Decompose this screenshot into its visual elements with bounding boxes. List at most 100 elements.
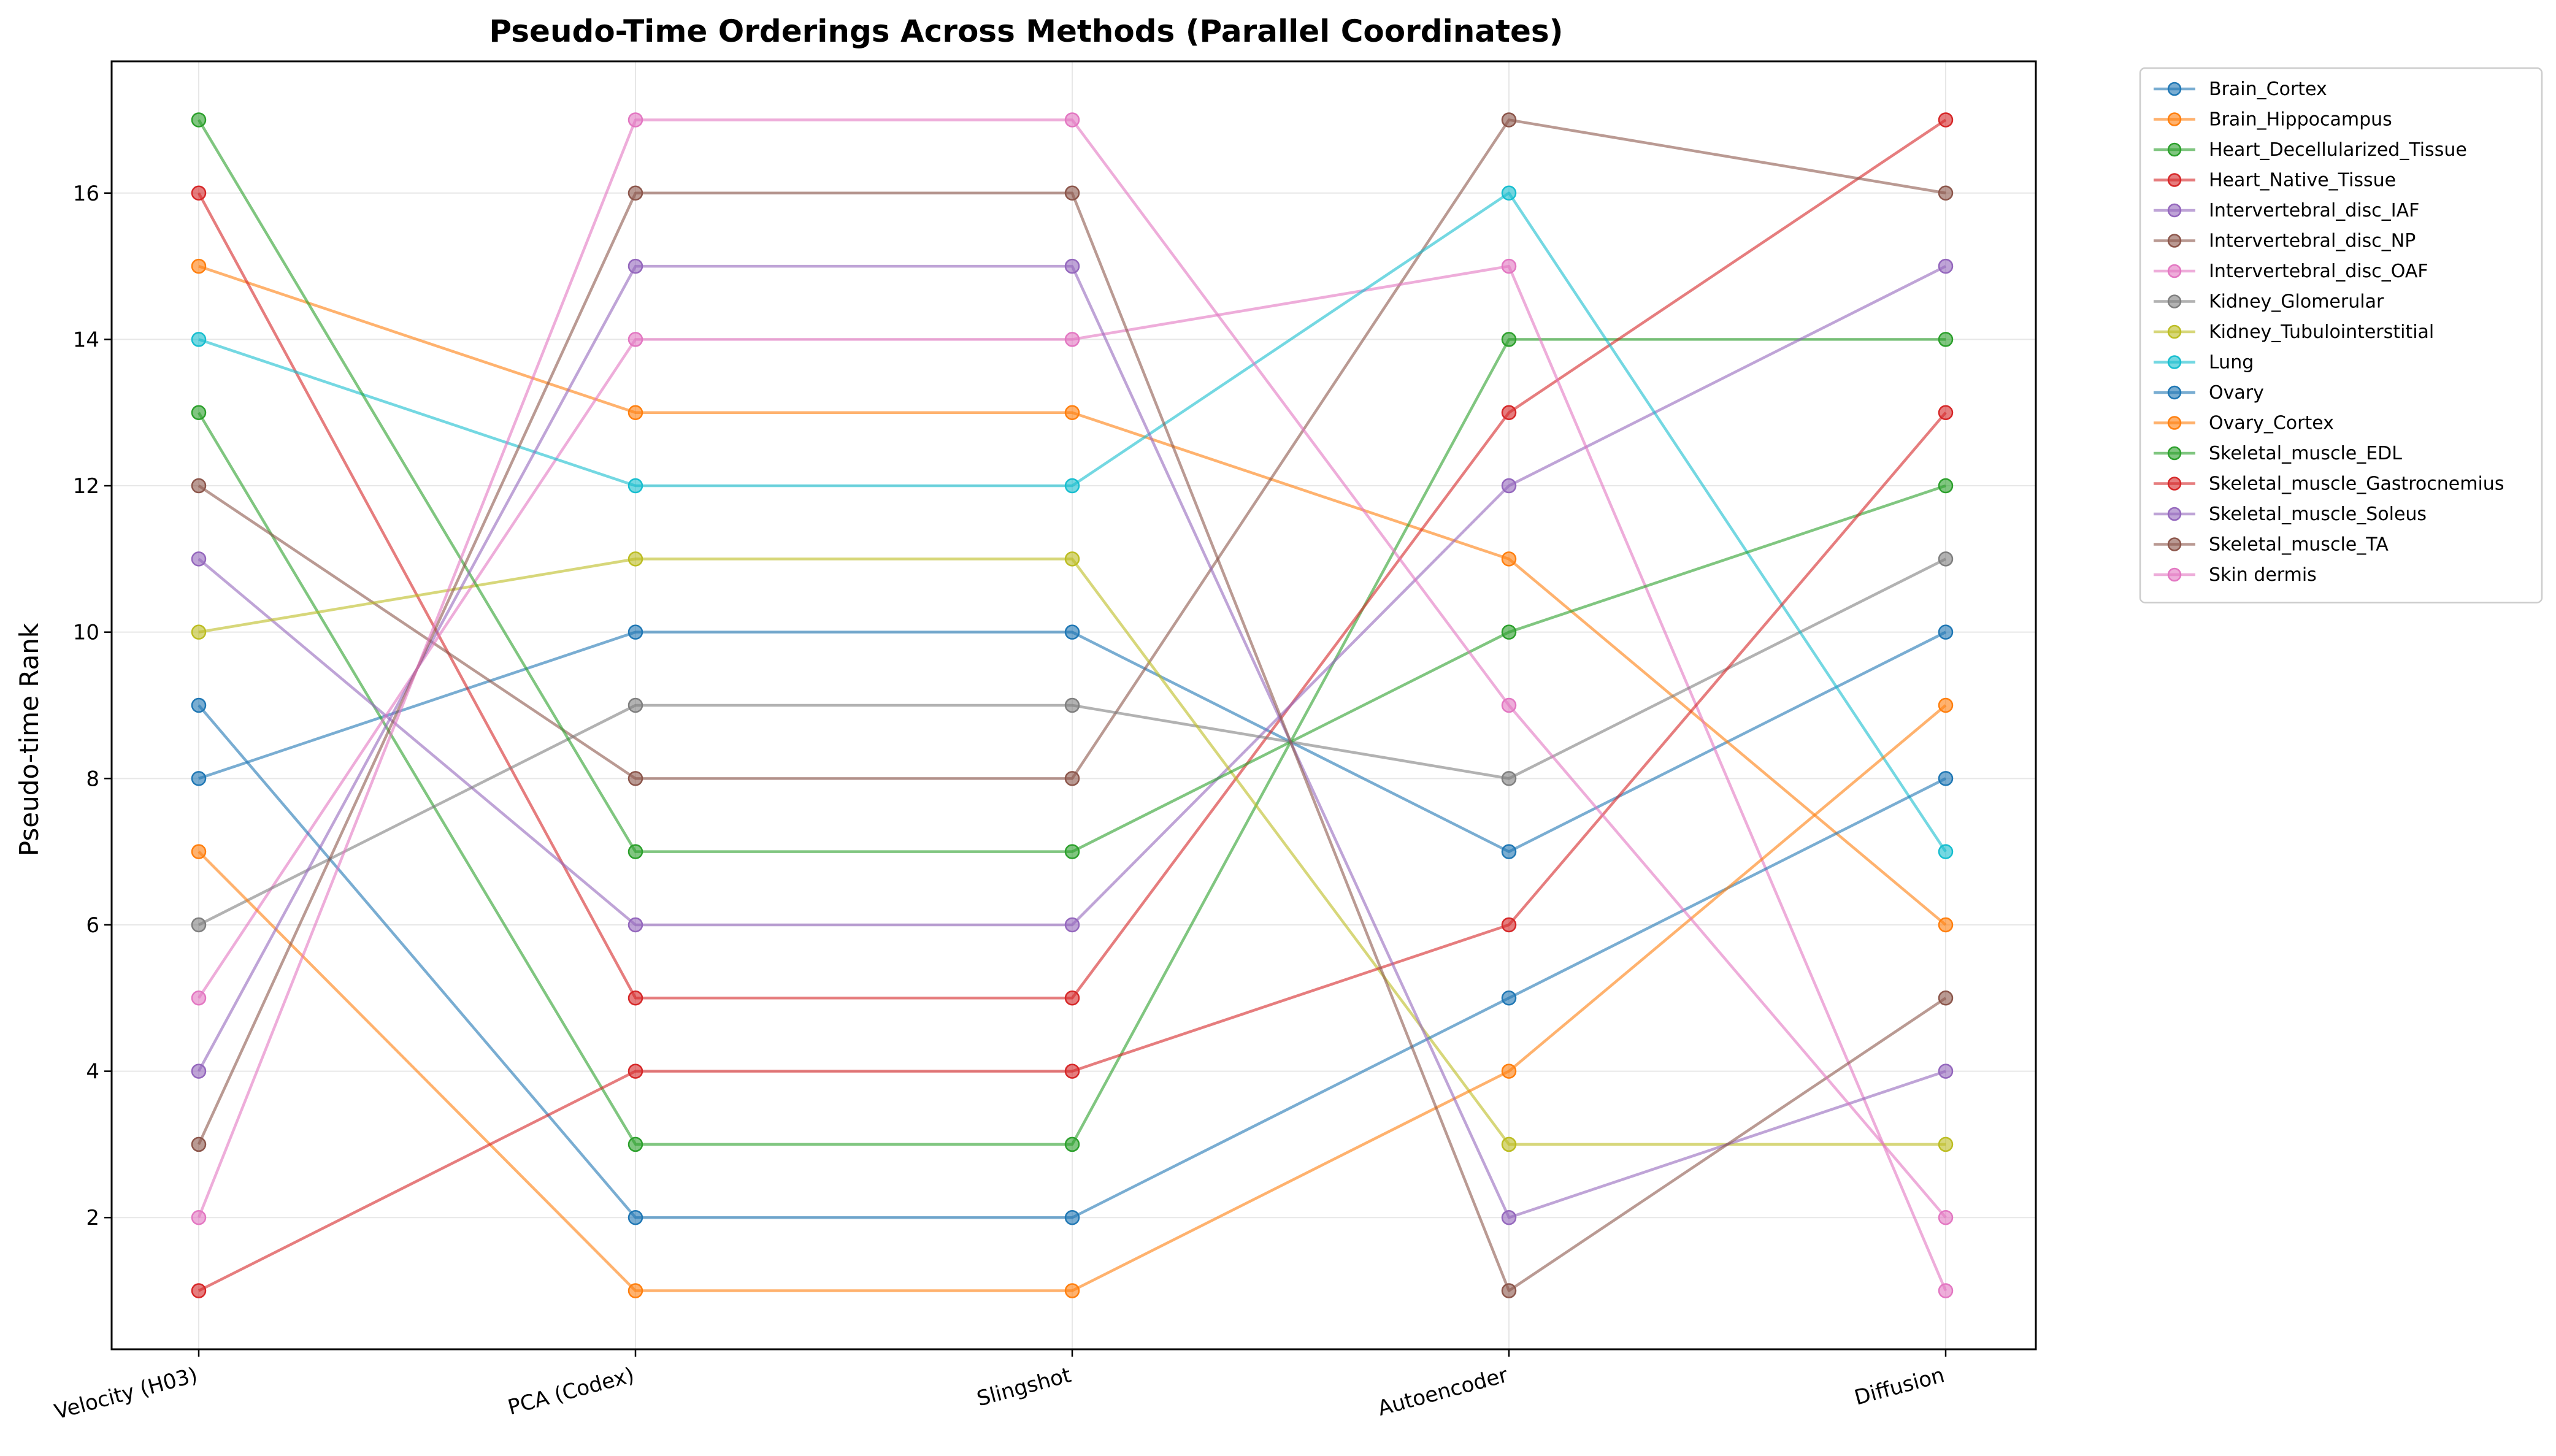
- series-kidney-glomerular: [191, 551, 1954, 933]
- data-point: [1501, 771, 1517, 786]
- legend-marker: [2167, 234, 2182, 248]
- legend-label: Skeletal_muscle_Soleus: [2209, 504, 2427, 525]
- data-point: [1938, 551, 1954, 567]
- data-point: [191, 551, 207, 567]
- data-point: [191, 844, 207, 859]
- legend-item: Skeletal_muscle_EDL: [2154, 443, 2402, 464]
- legend-marker: [2167, 142, 2182, 157]
- data-point: [1938, 1209, 1954, 1225]
- data-point: [1501, 1136, 1517, 1152]
- data-point: [1064, 1283, 1080, 1298]
- data-point: [191, 1283, 207, 1298]
- data-point: [1501, 990, 1517, 1006]
- data-point: [1938, 1063, 1954, 1079]
- data-point: [1064, 332, 1080, 347]
- data-point: [627, 405, 643, 420]
- legend-marker: [2167, 264, 2182, 278]
- data-point: [1938, 1136, 1954, 1152]
- data-point: [191, 332, 207, 347]
- legend-item: Skeletal_muscle_Gastrocnemius: [2154, 473, 2504, 495]
- data-point: [1064, 112, 1080, 128]
- legend-item: Brain_Hippocampus: [2154, 109, 2392, 131]
- legend-label: Heart_Decellularized_Tissue: [2209, 139, 2467, 161]
- data-point: [1501, 185, 1517, 201]
- series-brain-hippocampus: [191, 258, 1954, 933]
- data-point: [191, 771, 207, 786]
- legend-label: Skeletal_muscle_Gastrocnemius: [2209, 473, 2504, 495]
- legend-label: Brain_Cortex: [2209, 79, 2327, 100]
- legend-label: Skeletal_muscle_TA: [2209, 534, 2389, 556]
- data-point: [1501, 405, 1517, 420]
- legend-marker: [2167, 507, 2182, 521]
- data-point: [627, 551, 643, 567]
- data-point: [1938, 1283, 1954, 1298]
- legend-item: Heart_Decellularized_Tissue: [2154, 139, 2467, 161]
- legend-label: Skeletal_muscle_EDL: [2209, 443, 2402, 464]
- legend: Brain_Cortex Brain_Hippocampus Heart_Decel…: [2139, 67, 2543, 603]
- y-axis-label: Pseudo-time Rank: [14, 623, 44, 856]
- data-point: [627, 697, 643, 713]
- data-point: [627, 112, 643, 128]
- legend-frame: [2139, 67, 2543, 603]
- plot-frame: [110, 60, 2037, 1351]
- legend-item: Intervertebral_disc_IAF: [2154, 200, 2419, 221]
- series-heart-decellularized-tissue: [191, 332, 1954, 1152]
- x-tick-label: Autoencoder: [1375, 1363, 1510, 1421]
- legend-label: Ovary_Cortex: [2209, 413, 2334, 434]
- data-point: [1064, 697, 1080, 713]
- data-point: [1938, 478, 1954, 494]
- data-point: [191, 990, 207, 1006]
- data-point: [1938, 185, 1954, 201]
- series-skeletal-muscle-ta: [191, 185, 1954, 1298]
- data-point: [627, 1209, 643, 1225]
- series-intervertebral-disc-np: [191, 112, 1954, 786]
- data-point: [627, 990, 643, 1006]
- legend-marker: [2167, 173, 2182, 187]
- legend-item: Skeletal_muscle_TA: [2154, 534, 2389, 556]
- x-tick-label: Slingshot: [974, 1363, 1073, 1411]
- data-point: [191, 185, 207, 201]
- data-point: [1938, 990, 1954, 1006]
- data-point: [1064, 185, 1080, 201]
- legend-item: Ovary_Cortex: [2154, 413, 2334, 434]
- legend-label: Kidney_Glomerular: [2209, 291, 2384, 313]
- data-point: [1501, 478, 1517, 494]
- data-point: [1501, 1283, 1517, 1298]
- data-point: [191, 112, 207, 128]
- legend-item: Skin dermis: [2154, 564, 2317, 586]
- legend-label: Skin dermis: [2209, 564, 2317, 586]
- data-point: [1938, 624, 1954, 640]
- legend-item: Heart_Native_Tissue: [2154, 170, 2396, 191]
- y-tick-label: 4: [86, 1060, 99, 1084]
- data-point: [1938, 844, 1954, 859]
- data-point: [191, 405, 207, 420]
- legend-marker: [2167, 446, 2182, 461]
- legend-marker: [2167, 355, 2182, 369]
- y-tick-label: 14: [73, 328, 99, 352]
- legend-marker: [2167, 203, 2182, 218]
- series-skeletal-muscle-gastrocnemius: [191, 405, 1954, 1298]
- legend-label: Ovary: [2209, 382, 2264, 404]
- data-point: [627, 771, 643, 786]
- legend-item: Kidney_Glomerular: [2154, 291, 2384, 313]
- legend-item: Intervertebral_disc_NP: [2154, 231, 2416, 252]
- data-point: [1501, 917, 1517, 933]
- data-point: [1501, 258, 1517, 274]
- data-point: [1501, 332, 1517, 347]
- axis-layer: Velocity (H03) PCA (Codex) Slingshot Autoen…: [52, 182, 1948, 1425]
- data-point: [1064, 258, 1080, 274]
- legend-marker: [2167, 416, 2182, 430]
- legend-marker: [2167, 294, 2182, 308]
- data-point: [1501, 1209, 1517, 1225]
- series-kidney-tubulointerstitial: [191, 551, 1954, 1152]
- data-point: [1064, 405, 1080, 420]
- data-point: [1938, 917, 1954, 933]
- x-tick-label: Velocity (H03): [52, 1363, 201, 1425]
- data-point: [1938, 405, 1954, 420]
- legend-label: Heart_Native_Tissue: [2209, 170, 2396, 191]
- legend-marker: [2167, 477, 2182, 491]
- data-point: [1064, 844, 1080, 859]
- data-point: [627, 1283, 643, 1298]
